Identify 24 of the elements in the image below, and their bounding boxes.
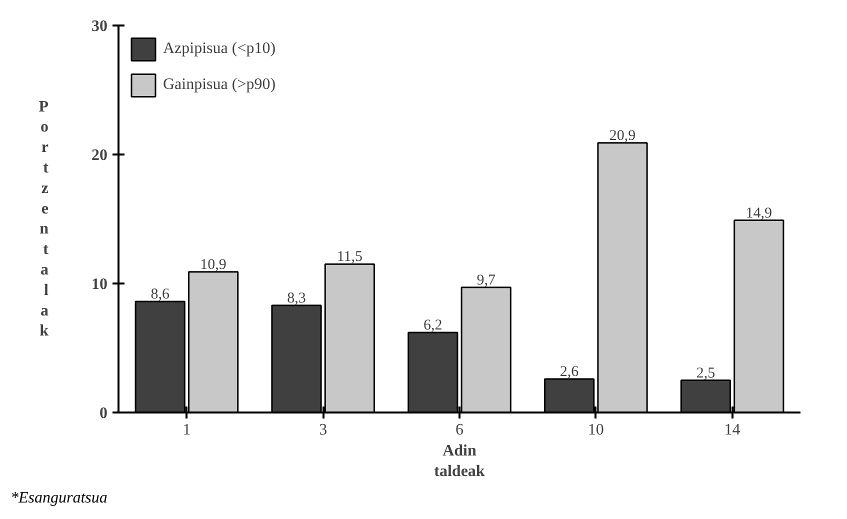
x-axis-title: Adin taldeak [434, 442, 485, 480]
x-tick-label: 1 [182, 422, 191, 438]
data-label: 11,5 [336, 249, 363, 266]
x-tick-label: 3 [319, 422, 328, 438]
data-label: 9,7 [476, 272, 496, 288]
y-tick-label: 30 [92, 18, 108, 35]
x-tick-label: 14 [724, 422, 740, 438]
text: *Esanguratsua [10, 490, 108, 506]
x-tick-label: 6 [456, 422, 464, 438]
data-label: 8,3 [287, 290, 306, 306]
legend-label: Gainpisua (>p90) [163, 76, 276, 94]
legend-label: Azpipisua (<p10) [163, 40, 276, 58]
data-label: 2,5 [696, 365, 716, 382]
data-label: 10,9 [200, 256, 226, 273]
x-tick-label: 10 [588, 422, 604, 438]
y-tick-label: 0 [100, 405, 108, 422]
y-tick-label: 20 [92, 147, 108, 164]
data-label: 14,9 [746, 205, 772, 222]
data-label: 2,6 [560, 364, 580, 380]
y-tick-label: 10 [92, 276, 108, 293]
data-label: 6,2 [424, 318, 442, 334]
data-label: 20,9 [609, 128, 636, 144]
text: Portzentalak [38, 98, 49, 340]
data-label: 8,6 [150, 286, 170, 303]
